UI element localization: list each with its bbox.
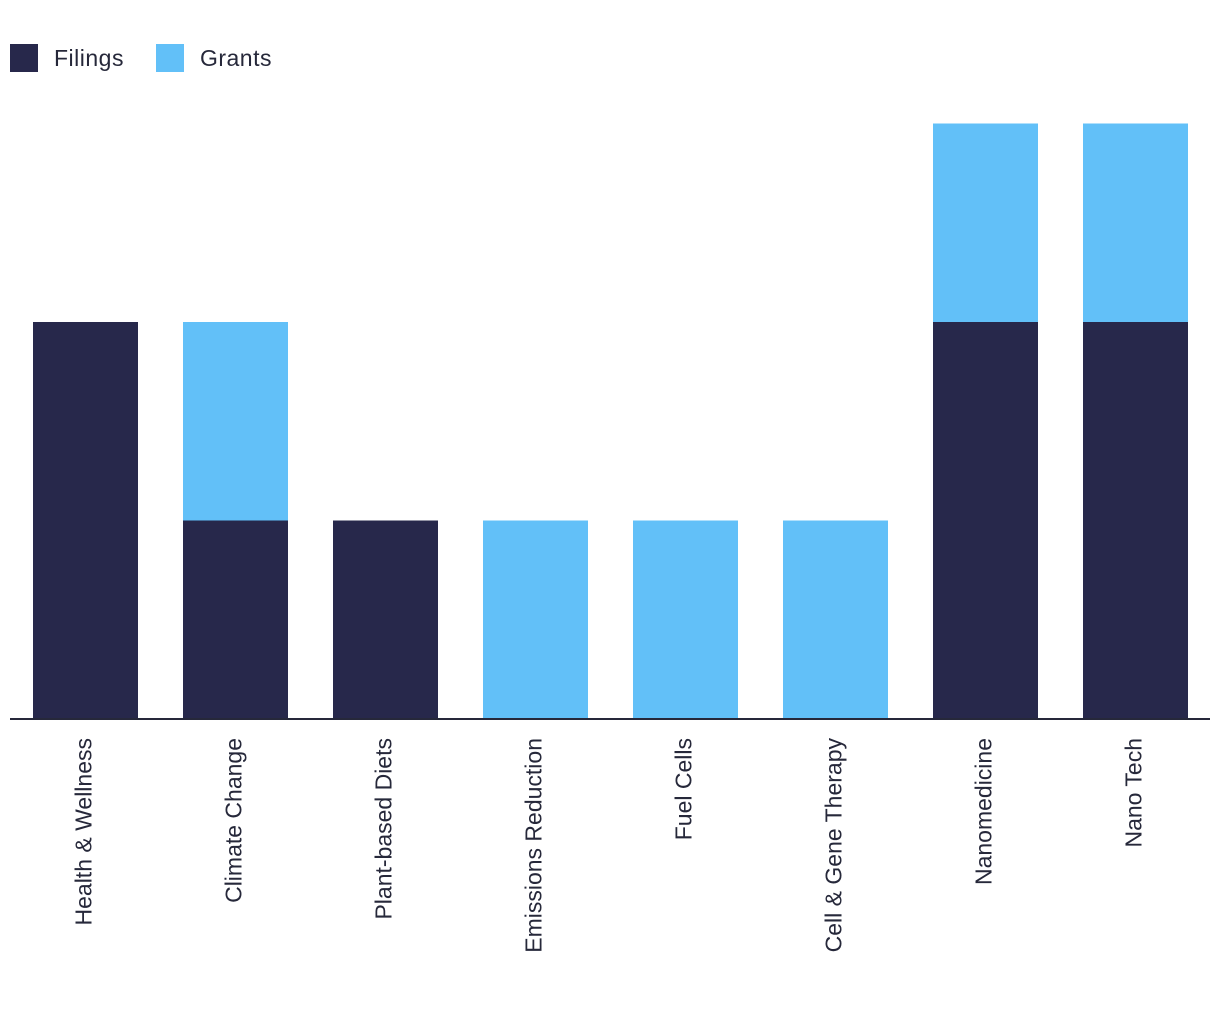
x-tick-labels: Health & Wellness Climate Change Plant-bas…: [71, 738, 1147, 953]
x-tick-label: Health & Wellness: [71, 738, 97, 926]
bar-grants-fuel-cells[interactable]: [633, 520, 738, 720]
bar-grants-emissions-reduction[interactable]: [483, 520, 588, 720]
bar-filings-nanomedicine[interactable]: [933, 322, 1038, 719]
bar-filings-climate-change[interactable]: [183, 520, 288, 720]
legend-label-filings: Filings: [54, 44, 124, 71]
bar-grants-nano-tech[interactable]: [1083, 123, 1188, 323]
bar-grants-nanomedicine[interactable]: [933, 123, 1038, 323]
bar-filings-health-wellness[interactable]: [33, 322, 138, 719]
bar-grants-climate-change[interactable]: [183, 322, 288, 521]
legend-item-filings[interactable]: Filings: [10, 44, 124, 72]
x-tick-label: Emissions Reduction: [521, 738, 547, 953]
bar-filings-plant-based-diets[interactable]: [333, 520, 438, 720]
legend: Filings Grants: [10, 44, 304, 72]
bar-filings-nano-tech[interactable]: [1083, 322, 1188, 719]
x-tick-label: Nano Tech: [1121, 738, 1147, 848]
legend-item-grants[interactable]: Grants: [155, 44, 272, 72]
bar-grants-cell-gene-therapy[interactable]: [783, 520, 888, 720]
legend-label-grants: Grants: [199, 44, 272, 71]
x-tick-label: Cell & Gene Therapy: [821, 738, 847, 953]
x-tick-label: Fuel Cells: [671, 738, 697, 840]
bars-group: [33, 123, 1188, 720]
x-tick-label: Climate Change: [221, 738, 247, 903]
x-tick-label: Nanomedicine: [971, 738, 997, 885]
legend-swatch-grants: [155, 44, 184, 72]
legend-swatch-filings: [10, 44, 38, 72]
x-tick-label: Plant-based Diets: [371, 738, 397, 920]
